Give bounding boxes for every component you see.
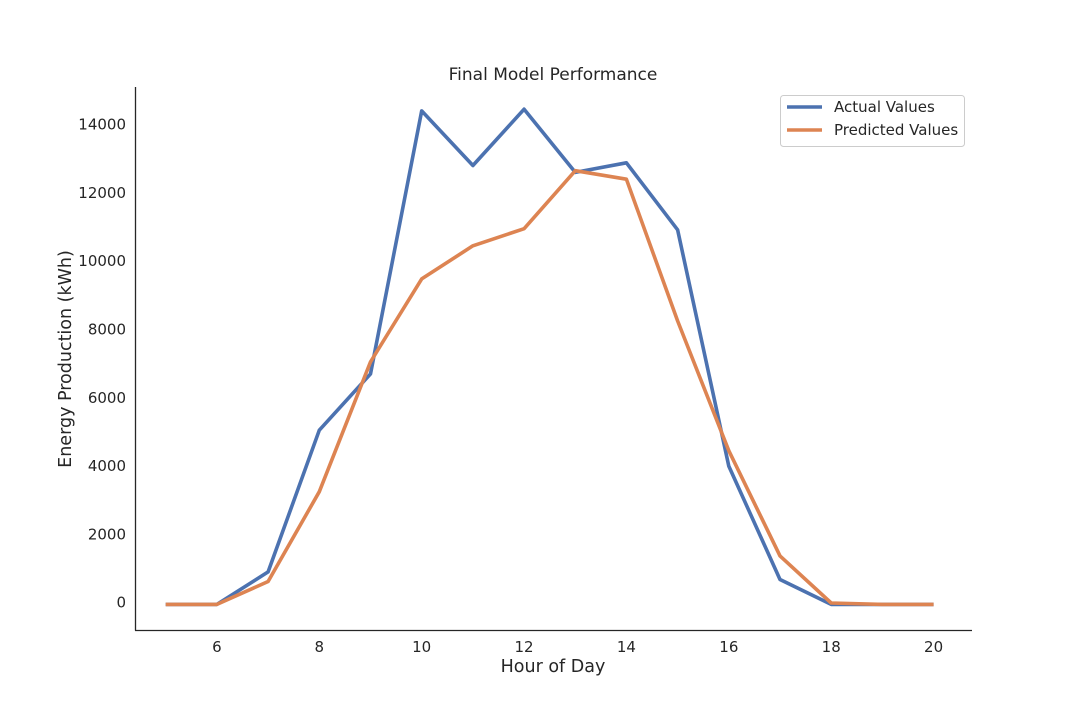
legend-label: Predicted Values: [834, 121, 958, 139]
legend-box: [780, 95, 965, 147]
x-axis-label: Hour of Day: [501, 657, 606, 677]
y-tick-label: 0: [116, 594, 126, 612]
legend-items: Actual Values Predicted Values: [787, 98, 958, 139]
y-tick-labels: 0 2000 4000 6000 8000 10000 12000 14000: [78, 116, 126, 612]
x-tick-label: 10: [412, 638, 431, 656]
y-tick-label: 8000: [88, 320, 126, 338]
legend-label: Actual Values: [834, 98, 935, 116]
x-tick-label: 14: [617, 638, 636, 656]
y-tick-label: 14000: [78, 116, 126, 134]
x-tick-label: 18: [822, 638, 841, 656]
legend: Actual Values Predicted Values: [780, 95, 965, 147]
y-axis-label: Energy Production (kWh): [56, 250, 76, 468]
x-tick-label: 8: [315, 638, 325, 656]
series-layer: [165, 107, 934, 607]
y-tick-label: 12000: [78, 184, 126, 202]
plot-area: 6 8 10 12 14 16 18 20 0 2000 4000 6000 8000 10000 120…: [78, 87, 972, 656]
x-tick-labels: 6 8 10 12 14 16 18 20: [212, 638, 943, 656]
series-line-actual-values: [165, 107, 934, 607]
x-tick-label: 12: [515, 638, 534, 656]
x-tick-label: 16: [719, 638, 738, 656]
y-tick-label: 2000: [88, 525, 126, 543]
y-tick-label: 10000: [78, 252, 126, 270]
y-tick-label: 6000: [88, 389, 126, 407]
series-line-predicted-values: [165, 168, 934, 607]
y-tick-label: 4000: [88, 457, 126, 475]
x-tick-label: 6: [212, 638, 222, 656]
x-tick-label: 20: [924, 638, 943, 656]
chart-title: Final Model Performance: [449, 65, 658, 85]
